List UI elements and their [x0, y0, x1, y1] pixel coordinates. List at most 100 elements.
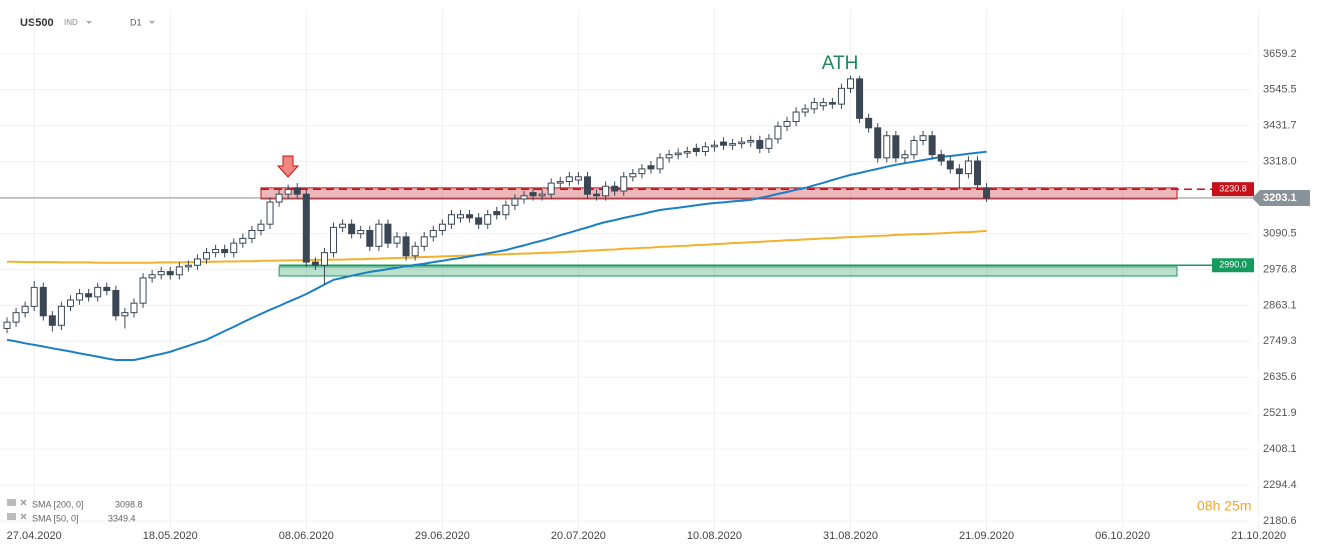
x-tick-label: 31.08.2020	[823, 530, 878, 542]
candle-body	[130, 302, 138, 314]
x-tick-label: 29.06.2020	[415, 530, 470, 542]
candles	[3, 75, 991, 334]
candle-body	[475, 217, 483, 225]
candle-body	[529, 192, 537, 197]
candle-body	[602, 185, 610, 197]
y-tick-label: 3545.5	[1263, 84, 1297, 96]
current-price-tag	[1252, 189, 1310, 206]
candle-body	[756, 139, 764, 149]
candle-body	[620, 176, 628, 192]
grid	[0, 10, 1260, 530]
candle-body	[420, 236, 428, 247]
candle-body	[330, 226, 338, 254]
legend-value: 3349.4	[108, 513, 136, 523]
legend: SMA [200, 0] 3098.8 SMA [50, 0] 3349.4	[7, 499, 143, 523]
candle-body	[484, 214, 492, 225]
candle-body	[239, 237, 247, 244]
candle-body	[964, 160, 972, 175]
candle-body	[402, 236, 410, 257]
candle-body	[883, 135, 891, 159]
candle-body	[647, 165, 655, 170]
arrow-down-icon	[276, 155, 300, 178]
candle-body	[302, 193, 310, 263]
legend-icon[interactable]	[7, 513, 16, 520]
y-tick-label: 2408.1	[1263, 443, 1297, 455]
y-tick-label: 2180.6	[1263, 515, 1297, 527]
candle-body	[339, 223, 347, 228]
candle-body	[847, 78, 855, 89]
candle-body	[384, 223, 392, 244]
timeframe[interactable]: D1	[130, 17, 142, 27]
candle-body	[203, 252, 211, 260]
candle-body	[266, 201, 274, 225]
candle-body	[48, 315, 56, 326]
candle-body	[85, 293, 93, 298]
candle-body	[810, 102, 818, 110]
candle-body	[865, 117, 873, 129]
candle-body	[674, 152, 682, 156]
dropdown-caret[interactable]	[149, 21, 155, 24]
candle-body	[828, 102, 836, 105]
candle-body	[611, 185, 619, 192]
candle-body	[257, 223, 265, 232]
y-tick-label: 2863.1	[1263, 299, 1297, 311]
candle-body	[466, 214, 474, 219]
level-label: 2990.0	[1219, 260, 1247, 270]
candle-body	[284, 188, 292, 195]
candle-body	[937, 154, 945, 162]
candle-body	[366, 230, 374, 247]
dropdown-caret[interactable]	[86, 21, 92, 24]
candle-body	[837, 87, 845, 105]
candle-body	[166, 271, 174, 276]
x-tick-label: 06.10.2020	[1095, 530, 1150, 542]
candle-body	[112, 290, 120, 317]
x-tick-label: 21.10.2020	[1231, 530, 1286, 542]
y-tick-label: 3090.5	[1263, 227, 1297, 239]
legend-close[interactable]	[20, 513, 27, 520]
candle-body	[792, 111, 800, 123]
y-tick-label: 2749.3	[1263, 335, 1297, 347]
candle-body	[502, 204, 510, 216]
candle-body	[747, 139, 755, 143]
y-tick-label: 2635.6	[1263, 371, 1297, 383]
legend-icon[interactable]	[7, 499, 16, 506]
candle-body	[638, 168, 646, 175]
candle-body	[983, 187, 991, 199]
candle-body	[656, 157, 664, 170]
candle-body	[157, 271, 165, 276]
candle-body	[765, 138, 773, 149]
candle-body	[184, 264, 192, 268]
candle-body	[511, 198, 519, 206]
symbol[interactable]: US500	[20, 17, 54, 29]
level-label: 3230.8	[1219, 184, 1247, 194]
candle-body	[447, 214, 455, 225]
candle-body	[919, 135, 927, 141]
candle-body	[783, 121, 791, 127]
candle-body	[593, 193, 601, 197]
candle-body	[774, 125, 782, 140]
candle-body	[66, 299, 74, 307]
candle-body	[348, 223, 356, 235]
y-tick-label: 3659.2	[1263, 48, 1297, 60]
candle-body	[3, 321, 11, 329]
candle-body	[212, 248, 220, 254]
y-tick-label: 2521.9	[1263, 407, 1297, 419]
candle-body	[955, 168, 963, 175]
candle-body	[320, 252, 328, 266]
candle-body	[221, 248, 229, 254]
candle-body	[565, 176, 573, 183]
candle-body	[729, 143, 737, 146]
candle-body	[57, 305, 65, 326]
legend-close[interactable]	[20, 499, 27, 506]
candle-body	[701, 146, 709, 153]
candle-body	[493, 211, 501, 216]
candle-body	[94, 286, 102, 298]
candle-body	[76, 293, 84, 301]
x-tick-label: 18.05.2020	[143, 530, 198, 542]
candle-body	[692, 147, 700, 153]
x-tick-label: 08.06.2020	[279, 530, 334, 542]
candle-body	[574, 176, 582, 181]
y-tick-label: 2976.8	[1263, 263, 1297, 275]
y-tick-label: 3318.0	[1263, 156, 1297, 168]
candle-body	[683, 151, 691, 154]
